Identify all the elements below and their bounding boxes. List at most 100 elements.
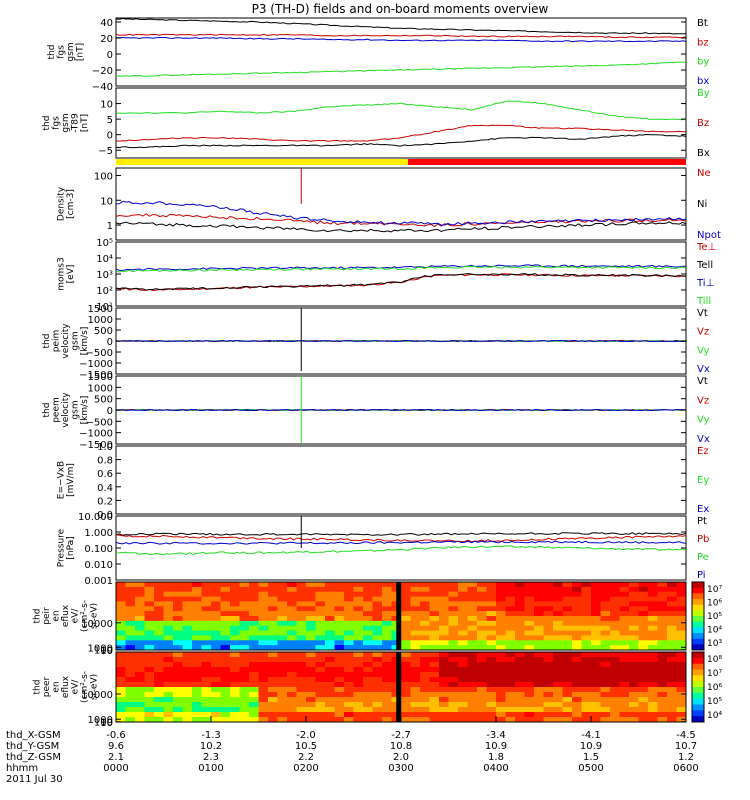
heatmap-cell [638,630,649,637]
heatmap-cell [543,677,554,683]
heatmap-cell [486,672,497,678]
heatmap-cell [581,586,592,593]
heatmap-cell [562,687,573,693]
heatmap-cell [515,625,526,632]
heatmap-cell [353,601,364,607]
heatmap-cell [458,611,469,617]
heatmap-cell [334,606,345,612]
heatmap-cell [125,687,136,693]
heatmap-cell [173,601,184,607]
heatmap-cell [648,586,659,593]
heatmap-cell [572,582,583,588]
heatmap-cell [230,702,241,708]
heatmap-cell [239,596,250,603]
heatmap-cell [116,586,127,593]
heatmap-cell [429,586,440,593]
heatmap-cell [154,635,165,641]
heatmap-cell [220,677,231,683]
heatmap-cell [372,717,383,722]
heatmap-cell [486,635,497,641]
heatmap-cell [163,712,174,718]
heatmap-cell [144,657,155,663]
heatmap-cell [116,645,127,650]
heatmap-cell [334,601,345,607]
y-tick-label: 0.4 [97,483,113,494]
heatmap-cell [116,707,127,713]
heatmap-cell [401,635,412,641]
y-tick-label: 1000 [88,383,113,394]
heatmap-cell [372,687,383,693]
heatmap-cell [353,582,364,588]
heatmap-cell [581,635,592,641]
legend-label: Bz [697,118,709,129]
heatmap-cell [353,596,364,603]
heatmap-cell [315,687,326,693]
status-bar [116,159,686,165]
x-tick-label: 1.5 [583,752,599,763]
heatmap-cell [144,586,155,593]
heatmap-cell [230,645,241,650]
heatmap-cell [524,620,535,627]
heatmap-cell [192,677,203,683]
heatmap-cell [363,697,374,703]
heatmap-cell [676,687,686,693]
heatmap-cell [420,586,431,593]
heatmap-cell [562,717,573,722]
heatmap-cell [239,611,250,617]
heatmap-cell [363,591,374,598]
heatmap-cell [676,630,686,637]
heatmap-cell [648,630,659,637]
heatmap-cell [524,662,535,668]
heatmap-cell [543,702,554,708]
heatmap-cell [467,601,478,607]
heatmap-cell [258,601,269,607]
heatmap-cell [591,707,602,713]
heatmap-cell [258,611,269,617]
heatmap-cell [315,657,326,663]
heatmap-cell [363,717,374,722]
heatmap-cell [163,582,174,588]
heatmap-cell [154,672,165,678]
colorbar-segment [692,681,704,685]
heatmap-cell [211,645,222,650]
heatmap-cell [249,667,260,673]
heatmap-cell [401,717,412,722]
heatmap-cell [401,697,412,703]
heatmap-cell [144,591,155,598]
heatmap-cell [439,582,450,588]
x-tick-label: 10.9 [580,741,602,752]
heatmap-cell [344,645,355,650]
heatmap-cell [591,657,602,663]
heatmap-cell [192,596,203,603]
heatmap-cell [277,611,288,617]
heatmap-cell [220,620,231,627]
heatmap-cell [382,702,393,708]
heatmap-cell [230,687,241,693]
series-line-Bt [116,18,686,35]
heatmap-cell [220,640,231,646]
heatmap-cell [543,586,554,593]
heatmap-cell [524,601,535,607]
heatmap-cell [572,630,583,637]
heatmap-cell [296,635,307,641]
heatmap-cell [325,616,336,622]
heatmap-cell [239,606,250,612]
heatmap-cell [363,620,374,627]
heatmap-cell [182,586,193,593]
heatmap-cell [249,707,260,713]
heatmap-cell [363,586,374,593]
colorbar-segment [692,713,704,717]
heatmap-cell [277,667,288,673]
heatmap-cell [657,702,668,708]
heatmap-cell [363,657,374,663]
heatmap-cell [553,702,564,708]
heatmap-cell [353,672,364,678]
heatmap-cell [192,630,203,637]
heatmap-cell [505,687,516,693]
heatmap-cell [591,672,602,678]
heatmap-cell [163,630,174,637]
heatmap-cell [173,640,184,646]
heatmap-cell [353,625,364,632]
heatmap-cell [667,625,678,632]
